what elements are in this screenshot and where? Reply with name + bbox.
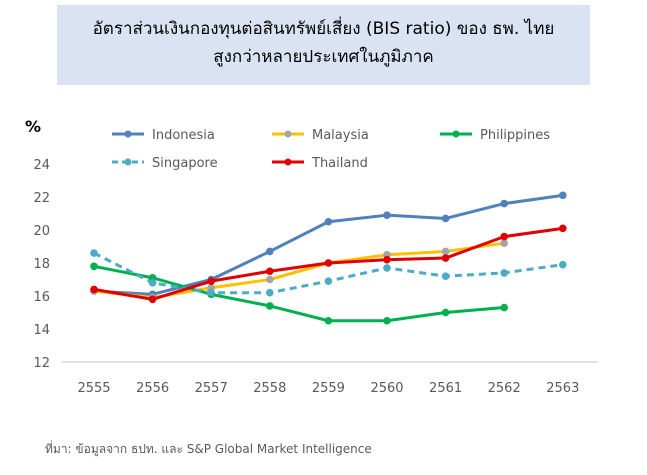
data-point bbox=[266, 275, 274, 284]
y-tick-label: 18 bbox=[33, 257, 50, 272]
y-axis-label: % bbox=[25, 117, 41, 136]
series-line-philippines bbox=[93, 264, 505, 323]
data-point bbox=[207, 277, 215, 285]
data-point bbox=[148, 279, 157, 287]
data-point bbox=[441, 254, 450, 262]
data-point bbox=[441, 272, 450, 281]
x-tick-label: 2562 bbox=[488, 381, 521, 396]
data-point bbox=[500, 232, 509, 241]
legend-marker bbox=[124, 158, 132, 166]
data-point bbox=[266, 267, 274, 276]
legend-label: Philippines bbox=[480, 128, 550, 143]
legend-label: Singapore bbox=[152, 156, 218, 171]
data-point bbox=[383, 264, 391, 272]
legend-marker bbox=[284, 158, 292, 166]
y-tick-label: 12 bbox=[33, 356, 50, 371]
y-tick-label: 14 bbox=[33, 323, 50, 338]
data-point bbox=[266, 302, 274, 310]
legend-marker bbox=[452, 130, 460, 138]
data-point bbox=[500, 199, 509, 208]
x-tick-label: 2558 bbox=[253, 381, 286, 396]
x-tick-label: 2559 bbox=[312, 381, 345, 396]
data-point bbox=[559, 191, 567, 200]
source-note: ที่มา: ข้อมูลจาก ธปท. และ S&P Global Mar… bbox=[45, 442, 372, 456]
y-tick-label: 20 bbox=[33, 224, 50, 239]
data-point bbox=[383, 255, 391, 264]
x-tick-label: 2560 bbox=[370, 381, 403, 396]
x-tick-label: 2561 bbox=[429, 381, 462, 396]
chart-title-line-1: อัตราส่วนเงินกองทุนต่อสินทรัพย์เสี่ยง (B… bbox=[92, 19, 555, 39]
data-point bbox=[90, 285, 98, 294]
legend-marker bbox=[124, 130, 132, 138]
data-point bbox=[324, 316, 333, 325]
data-point bbox=[90, 249, 98, 257]
x-tick-label: 2556 bbox=[136, 381, 169, 396]
x-tick-label: 2557 bbox=[195, 381, 228, 396]
legend-label: Thailand bbox=[311, 156, 368, 171]
data-point bbox=[383, 316, 391, 325]
data-point bbox=[559, 260, 567, 269]
data-point bbox=[500, 303, 509, 312]
data-point bbox=[441, 308, 450, 317]
data-point bbox=[500, 269, 509, 277]
y-tick-label: 22 bbox=[33, 191, 50, 206]
data-point bbox=[441, 214, 450, 223]
data-point bbox=[90, 262, 98, 271]
data-point bbox=[383, 211, 391, 219]
legend-marker bbox=[284, 130, 292, 138]
chart-title: อัตราส่วนเงินกองทุนต่อสินทรัพย์เสี่ยง (B… bbox=[57, 5, 590, 85]
data-point bbox=[266, 288, 274, 297]
data-point bbox=[441, 247, 450, 256]
y-tick-label: 24 bbox=[33, 158, 50, 173]
y-tick-label: 16 bbox=[33, 290, 50, 305]
x-tick-label: 2563 bbox=[546, 381, 579, 396]
data-point bbox=[266, 247, 274, 256]
data-point bbox=[500, 239, 509, 247]
data-point bbox=[324, 259, 333, 267]
legend-label: Malaysia bbox=[312, 128, 369, 143]
data-point bbox=[324, 277, 333, 285]
x-tick-label: 2555 bbox=[77, 381, 110, 396]
data-point bbox=[148, 295, 157, 304]
data-point bbox=[207, 288, 215, 297]
data-point bbox=[324, 217, 333, 226]
chart-title-line-2: สูงกว่าหลายประเทศในภูมิภาค bbox=[213, 47, 434, 67]
series-line-singapore bbox=[93, 251, 564, 295]
data-point bbox=[559, 224, 567, 233]
legend-label: Indonesia bbox=[152, 128, 215, 143]
